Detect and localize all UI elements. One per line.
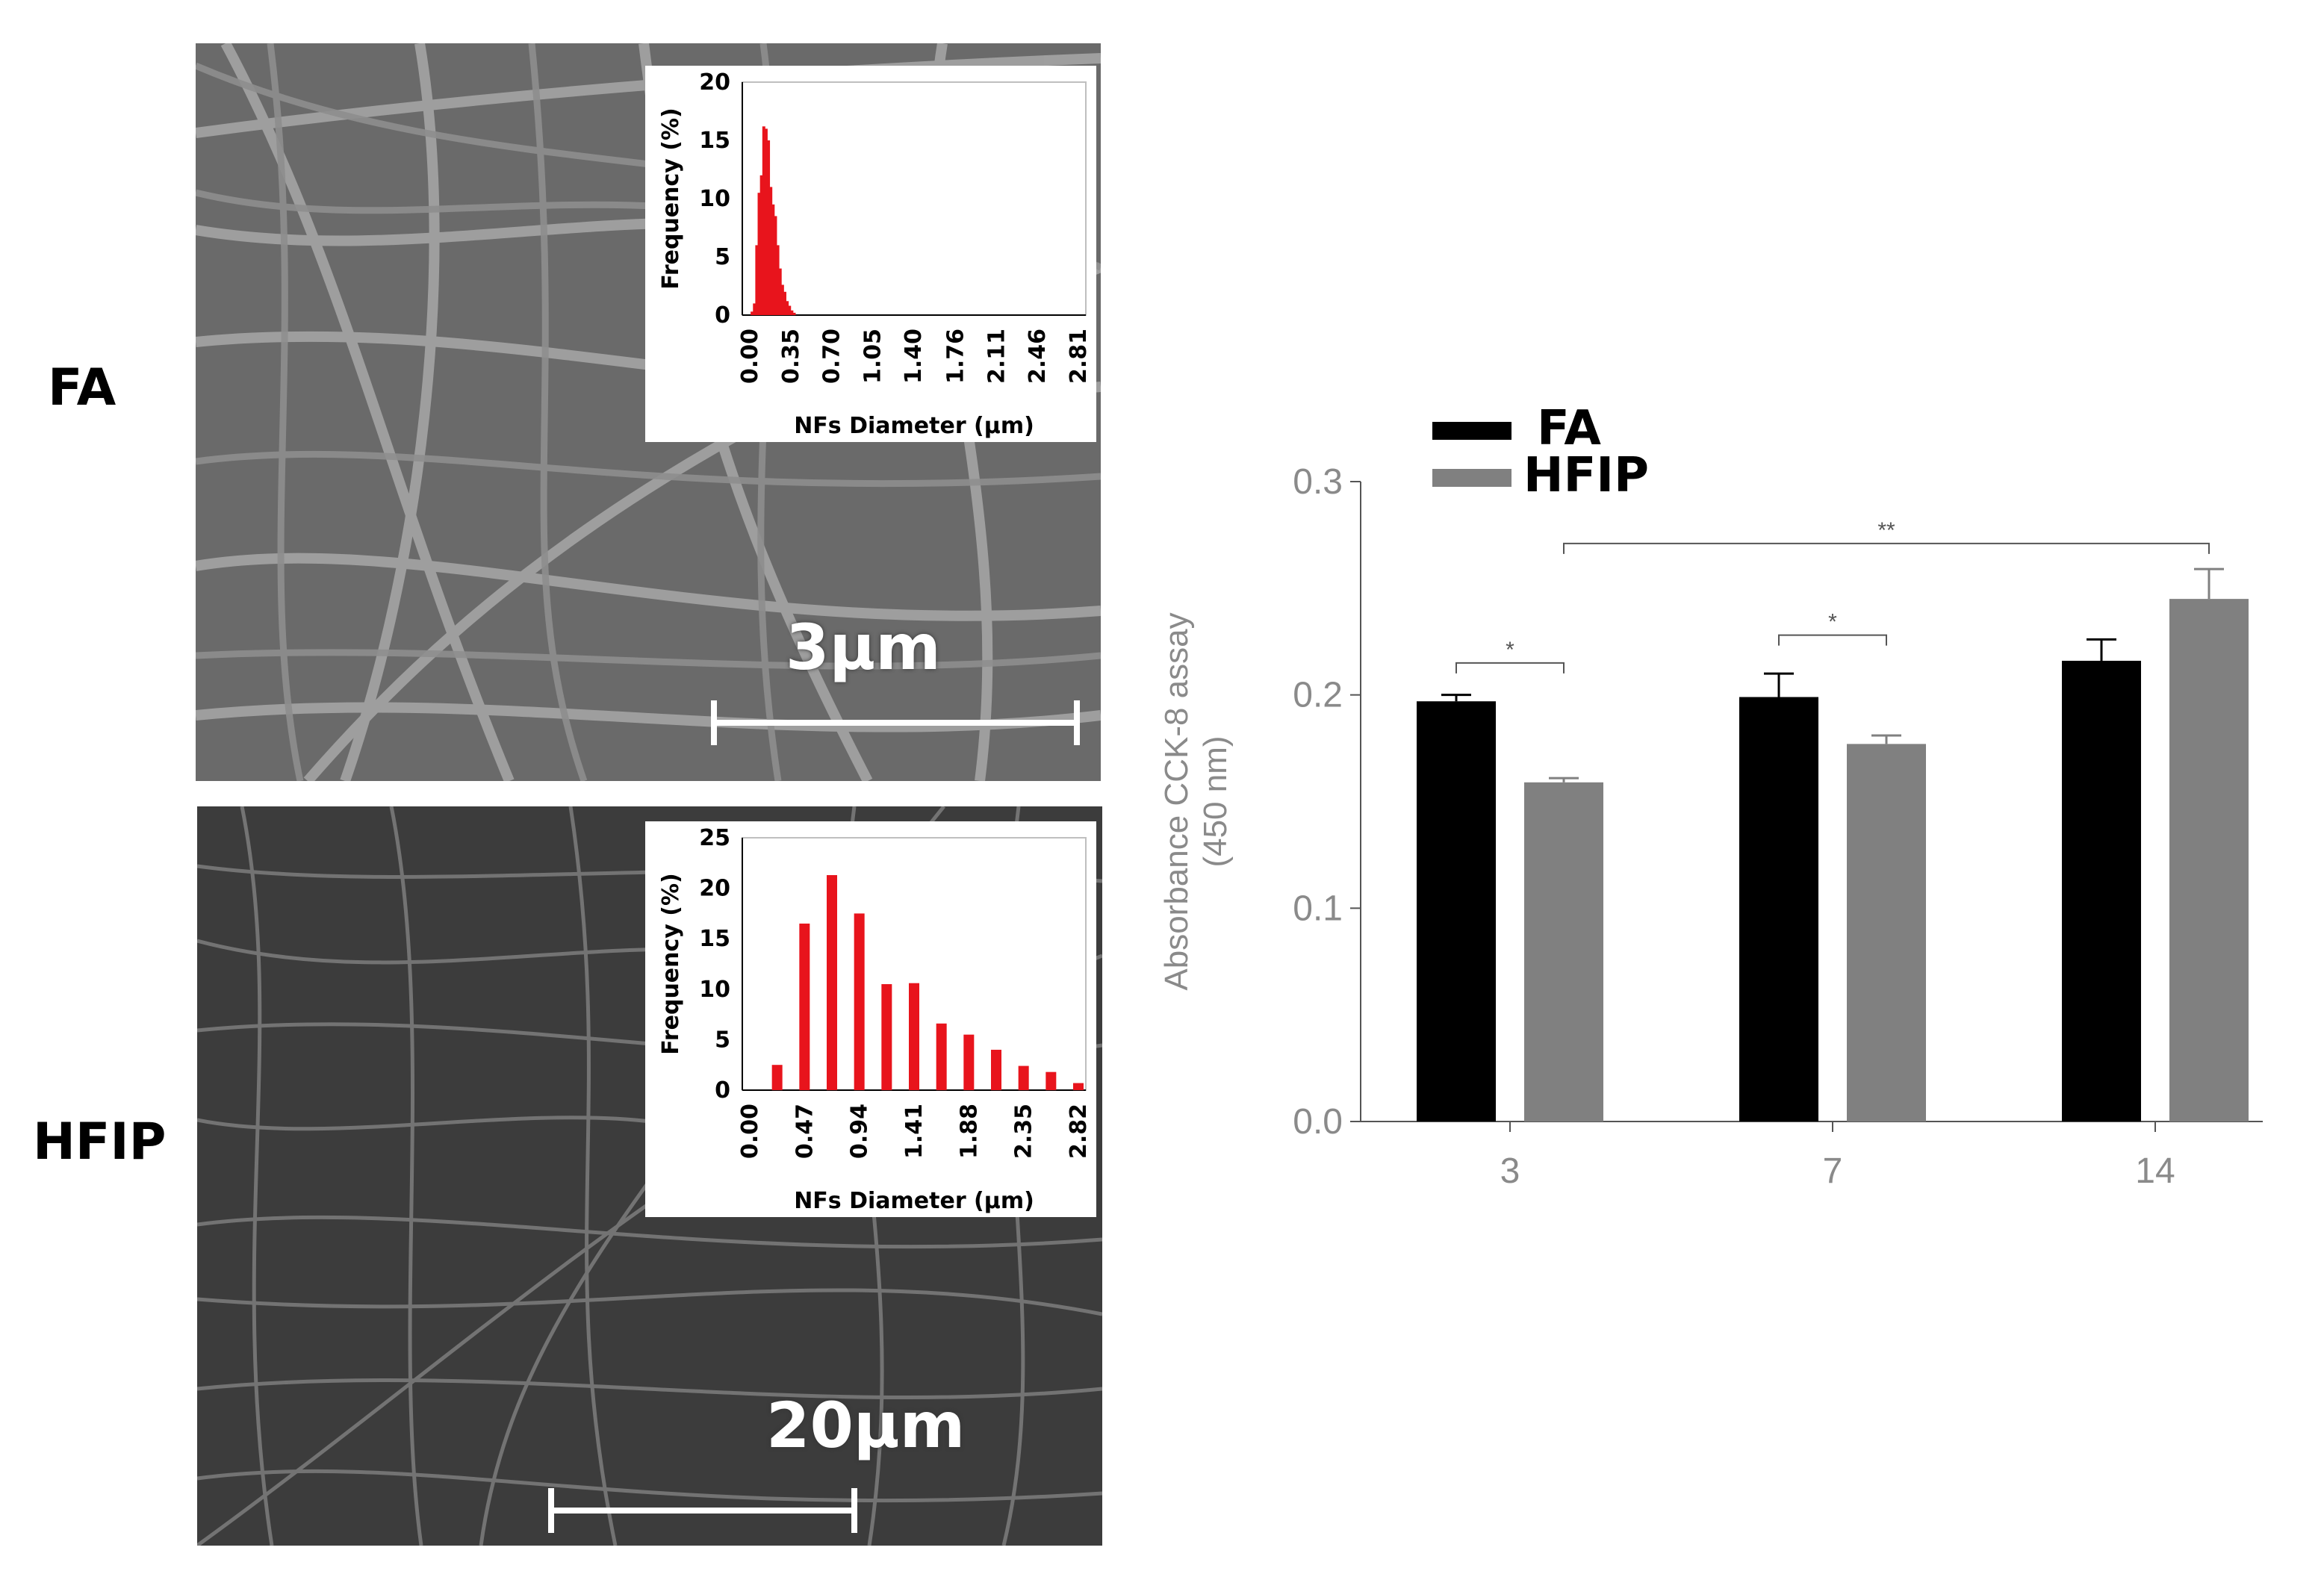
fa-hist-bar	[762, 126, 765, 315]
hfip-hist-bar	[881, 984, 892, 1090]
fa-hist-xtick-label: 1.40	[901, 329, 927, 384]
hfip-hist-bar	[799, 923, 810, 1090]
hfip-hist-ytick-label: 10	[699, 977, 730, 1003]
hfip-hist-bar	[963, 1034, 975, 1090]
hfip-hist-xtick-label: 2.35	[1011, 1104, 1037, 1159]
hfip-hist-bar	[854, 913, 865, 1090]
significance-bracket	[1455, 662, 1565, 673]
cck8-xtick-label: 7	[1823, 1151, 1843, 1191]
fa-hist-plot-frame	[742, 81, 1087, 316]
hfip-hist-bar	[771, 1065, 783, 1090]
fa-hist-bar	[780, 284, 784, 315]
histogram-fa-svg: 0 5 10 15 20 0.00 0.35 0.70 1.05 1.40 1.76 2.11 2.46…	[658, 69, 1092, 439]
cck8-ytick-label: 0.0	[1293, 1102, 1343, 1142]
histogram-hfip: 0 5 10 15 20 25 0.00 0.47 0.94 1.41 1.88 2.35 2.82 NF…	[645, 821, 1096, 1217]
histogram-hfip-svg: 0 5 10 15 20 25 0.00 0.47 0.94 1.41 1.88 2.35 2.82 NF…	[658, 825, 1092, 1214]
fa-hist-bar	[755, 245, 759, 315]
cck8-chart-svg: 0.0 0.1 0.2 0.3 Absorbance CCK-8 assay(450 n…	[1158, 401, 2263, 1191]
cck8-bar-fa	[1417, 701, 1496, 1122]
cck8-bar-hfip	[1524, 782, 1603, 1122]
hfip-hist-xtick-label: 1.41	[901, 1104, 928, 1159]
hfip-hist-bar	[1018, 1066, 1029, 1090]
cck8-bar-hfip	[1847, 744, 1926, 1122]
legend-swatch-hfip	[1432, 469, 1511, 487]
fa-hist-xtick-label: 0.00	[737, 329, 763, 384]
cck8-xtick-label: 14	[2135, 1151, 2175, 1191]
hfip-hist-xlabel: NFs Diameter (µm)	[794, 1188, 1034, 1214]
significance-bracket	[1563, 542, 2210, 554]
fa-hist-bar	[769, 187, 773, 315]
cck8-bar-fa	[2062, 660, 2141, 1122]
significance-marker: *	[1828, 610, 1837, 635]
fa-hist-xtick-label: 0.70	[819, 329, 845, 384]
fa-hist-bar	[771, 204, 775, 315]
hfip-hist-xtick-label: 0.00	[737, 1104, 763, 1159]
hfip-hist-ylabel: Frequency (%)	[658, 873, 684, 1055]
fa-hist-xlabel: NFs Diameter (µm)	[794, 413, 1034, 439]
fa-hist-bar	[792, 312, 796, 315]
hfip-hist-ytick-label: 0	[715, 1077, 730, 1104]
hfip-hist-xtick-label: 2.82	[1066, 1104, 1092, 1159]
fa-hist-bar	[776, 245, 780, 315]
scale-label-hfip: 20μm	[766, 1389, 966, 1462]
hfip-hist-xtick-label: 0.94	[847, 1104, 873, 1159]
hfip-hist-bar	[1073, 1083, 1084, 1090]
cck8-ytick-label: 0.2	[1293, 676, 1343, 715]
cck8-ytick-label: 0.1	[1293, 889, 1343, 928]
fa-hist-bar	[778, 268, 782, 315]
legend-swatch-fa	[1432, 422, 1511, 440]
fa-hist-bar	[759, 175, 763, 315]
legend-label-hfip: HFIP	[1523, 448, 1649, 503]
fa-hist-ylabel: Frequency (%)	[658, 108, 684, 290]
scale-label-fa: 3μm	[786, 611, 941, 684]
significance-bracket	[1778, 634, 1887, 646]
significance-marker: **	[1877, 518, 1895, 543]
fa-hist-ytick-label: 5	[715, 244, 730, 270]
hfip-hist-xtick-label: 1.88	[956, 1104, 982, 1159]
fa-hist-ytick-label: 0	[715, 302, 730, 329]
fa-hist-bar	[753, 303, 756, 315]
hfip-hist-bar	[827, 875, 837, 1090]
hfip-hist-bar	[1046, 1071, 1057, 1090]
fa-hist-bar	[774, 216, 777, 315]
row-label-fa: FA	[48, 358, 116, 417]
hfip-hist-bar	[991, 1049, 1001, 1090]
hfip-hist-ytick-label: 5	[715, 1027, 730, 1053]
cck8-bar-chart: 0.0 0.1 0.2 0.3 Absorbance CCK-8 assay(450 n…	[1120, 388, 2324, 1284]
fa-hist-xtick-label: 0.35	[778, 329, 804, 384]
cck8-ytick-label: 0.3	[1293, 462, 1343, 502]
hfip-hist-bar	[936, 1023, 947, 1090]
fa-hist-bar	[786, 301, 789, 315]
fa-hist-bar	[783, 291, 786, 315]
hfip-hist-xtick-label: 0.47	[792, 1104, 818, 1159]
fa-hist-xtick-label: 2.11	[984, 329, 1010, 384]
fa-hist-bar	[790, 310, 794, 315]
fa-hist-xtick-label: 2.46	[1025, 329, 1051, 384]
cck8-bar-hfip	[2169, 599, 2249, 1122]
fa-hist-bar	[788, 305, 792, 315]
legend-label-fa: FA	[1537, 401, 1601, 456]
cck8-xtick-label: 3	[1500, 1151, 1520, 1191]
fa-hist-ytick-label: 15	[699, 128, 730, 154]
fa-hist-xtick-label: 2.81	[1066, 329, 1092, 384]
fa-hist-bar	[767, 140, 771, 315]
fa-hist-xtick-label: 1.05	[860, 329, 886, 384]
row-label-hfip: HFIP	[33, 1113, 167, 1172]
fa-hist-bar	[751, 311, 754, 315]
cck8-ylabel-line: Absorbance CCK-8 assay	[1158, 612, 1195, 990]
cck8-bar-fa	[1739, 697, 1818, 1122]
hfip-hist-ytick-label: 25	[699, 825, 730, 851]
hfip-hist-ytick-label: 15	[699, 926, 730, 952]
fa-hist-xtick-label: 1.76	[943, 329, 969, 384]
fa-hist-ytick-label: 20	[699, 69, 730, 96]
cck8-ylabel: Absorbance CCK-8 assay(450 nm)	[1158, 612, 1234, 990]
hfip-hist-bar	[909, 983, 919, 1090]
fa-hist-bar	[764, 128, 768, 315]
fa-hist-bar	[757, 193, 761, 315]
hfip-hist-ytick-label: 20	[699, 876, 730, 902]
fa-hist-ytick-label: 10	[699, 186, 730, 212]
cck8-ylabel-line: (450 nm)	[1197, 735, 1234, 867]
histogram-fa: 0 5 10 15 20 0.00 0.35 0.70 1.05 1.40 1.76 2.11 2.46…	[645, 66, 1096, 442]
significance-marker: *	[1506, 638, 1514, 662]
